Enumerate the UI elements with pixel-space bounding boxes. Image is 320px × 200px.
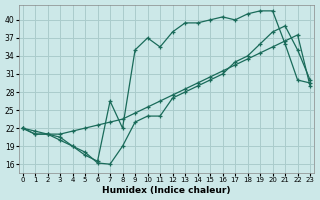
X-axis label: Humidex (Indice chaleur): Humidex (Indice chaleur) — [102, 186, 231, 195]
